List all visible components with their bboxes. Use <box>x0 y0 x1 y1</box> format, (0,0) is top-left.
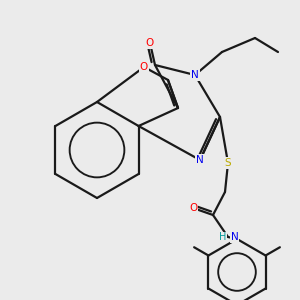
Text: N: N <box>191 70 199 80</box>
Text: H: H <box>219 232 226 242</box>
Text: O: O <box>146 38 154 48</box>
Text: N: N <box>231 232 239 242</box>
Text: O: O <box>189 203 197 213</box>
Text: N: N <box>196 155 204 165</box>
Text: O: O <box>140 62 148 72</box>
Text: S: S <box>225 158 231 168</box>
